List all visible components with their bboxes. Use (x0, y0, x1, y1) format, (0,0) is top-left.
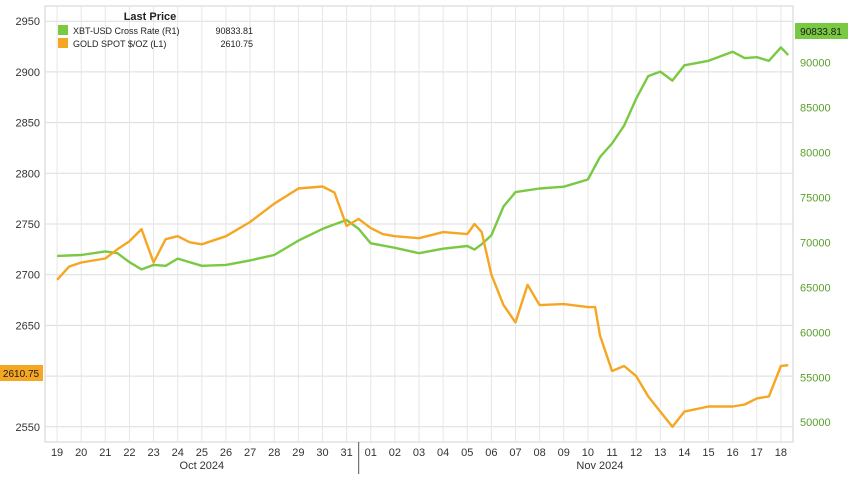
x-tick-label: 06 (485, 447, 497, 459)
y-right-tick-label: 65000 (800, 282, 831, 294)
x-tick-label: 05 (461, 447, 473, 459)
x-tick-label: 01 (365, 447, 377, 459)
legend-label-gold: GOLD SPOT $/OZ (L1) (73, 39, 166, 49)
x-tick-label: 10 (582, 447, 594, 459)
y-right-tick-label: 80000 (800, 148, 831, 160)
x-tick-label: 07 (509, 447, 521, 459)
axis-layer: 2950290028502800275027002650260025509000… (16, 16, 831, 474)
x-tick-label: 18 (775, 447, 787, 459)
legend-label-xbt: XBT-USD Cross Rate (R1) (73, 26, 180, 36)
legend-title: Last Price (124, 11, 177, 23)
x-tick-label: 16 (727, 447, 739, 459)
legend-value-gold: 2610.75 (220, 39, 253, 49)
x-tick-label: 20 (75, 447, 87, 459)
y-left-tick-label: 2900 (16, 67, 40, 79)
y-right-tick-label: 75000 (800, 192, 831, 204)
x-tick-label: 02 (389, 447, 401, 459)
x-tick-label: 14 (678, 447, 690, 459)
x-tick-label: 24 (172, 447, 184, 459)
x-tick-label: 30 (316, 447, 328, 459)
x-tick-label: 26 (220, 447, 232, 459)
x-tick-label: 21 (99, 447, 111, 459)
y-left-tick-label: 2700 (16, 270, 40, 282)
y-left-tick-label: 2550 (16, 422, 40, 434)
x-tick-label: 25 (196, 447, 208, 459)
x-tick-label: 08 (534, 447, 546, 459)
grid-layer (45, 6, 793, 442)
y-right-tick-label: 70000 (800, 237, 831, 249)
x-tick-label: 15 (702, 447, 714, 459)
x-month-label: Nov 2024 (576, 460, 623, 472)
y-right-tick-label: 85000 (800, 103, 831, 115)
x-tick-label: 03 (413, 447, 425, 459)
x-tick-label: 31 (340, 447, 352, 459)
x-month-label: Oct 2024 (180, 460, 225, 472)
y-right-tick-label: 90000 (800, 58, 831, 70)
x-tick-label: 11 (606, 447, 617, 459)
last-value-label-right: 90833.81 (800, 27, 842, 38)
legend: Last Price XBT-USD Cross Rate (R1) 90833… (58, 11, 253, 49)
y-left-tick-label: 2650 (16, 320, 40, 332)
y-left-tick-label: 2750 (16, 219, 40, 231)
x-tick-label: 09 (558, 447, 570, 459)
x-tick-label: 13 (654, 447, 666, 459)
x-tick-label: 19 (51, 447, 63, 459)
y-left-tick-label: 2850 (16, 118, 40, 130)
x-tick-label: 17 (751, 447, 763, 459)
x-tick-label: 23 (147, 447, 159, 459)
y-left-tick-label: 2950 (16, 16, 40, 28)
last-value-badge-left (0, 365, 43, 381)
legend-value-xbt: 90833.81 (215, 26, 253, 36)
legend-swatch-gold (58, 38, 68, 48)
x-tick-label: 22 (123, 447, 135, 459)
x-tick-label: 29 (292, 447, 304, 459)
y-right-tick-label: 60000 (800, 327, 831, 339)
x-tick-label: 28 (268, 447, 280, 459)
last-value-label-left: 2610.75 (3, 369, 40, 380)
last-value-labels: 90833.81 2610.75 (0, 23, 848, 381)
last-value-badge-right (795, 23, 848, 39)
series-line-gold (56, 185, 789, 428)
x-tick-label: 04 (437, 447, 449, 459)
y-left-tick-label: 2800 (16, 168, 40, 180)
y-right-tick-label: 55000 (800, 372, 831, 384)
x-tick-label: 27 (244, 447, 256, 459)
series-layer (56, 46, 790, 428)
x-tick-label: 12 (630, 447, 642, 459)
series-line-xbt (57, 46, 790, 271)
legend-swatch-xbt (58, 25, 68, 35)
y-right-tick-label: 50000 (800, 417, 831, 429)
